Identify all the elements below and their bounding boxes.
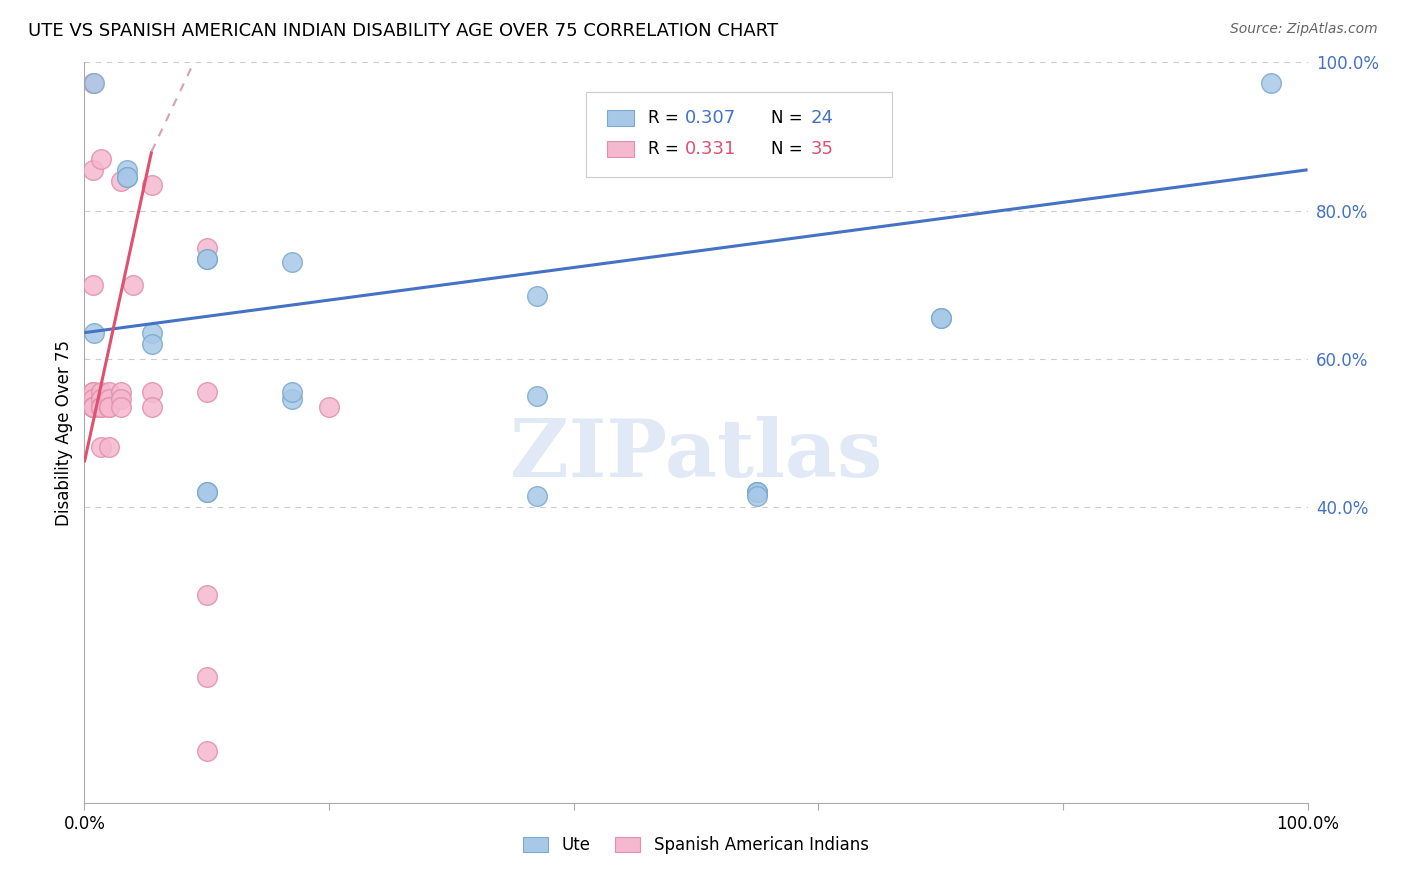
Point bbox=[281, 392, 304, 407]
Point bbox=[747, 484, 769, 499]
Point bbox=[90, 400, 112, 414]
Point bbox=[97, 392, 120, 407]
Point bbox=[110, 384, 132, 399]
Text: R =: R = bbox=[648, 140, 685, 158]
Text: 35: 35 bbox=[811, 140, 834, 158]
Legend: Ute, Spanish American Indians: Ute, Spanish American Indians bbox=[516, 830, 876, 861]
FancyBboxPatch shape bbox=[606, 110, 634, 126]
Point bbox=[90, 152, 112, 166]
Point bbox=[141, 326, 163, 340]
FancyBboxPatch shape bbox=[606, 141, 634, 157]
Point bbox=[526, 489, 548, 503]
Point bbox=[195, 670, 218, 684]
Point bbox=[141, 384, 163, 399]
Point bbox=[195, 252, 218, 266]
Point bbox=[110, 174, 132, 188]
Point bbox=[90, 392, 112, 407]
Point bbox=[195, 744, 218, 758]
Point bbox=[195, 252, 218, 266]
Point bbox=[526, 388, 548, 402]
Point bbox=[110, 392, 132, 407]
Text: N =: N = bbox=[770, 109, 807, 127]
Point bbox=[929, 310, 952, 325]
Point bbox=[747, 484, 769, 499]
Point bbox=[97, 400, 120, 414]
Point bbox=[122, 277, 145, 292]
FancyBboxPatch shape bbox=[586, 92, 891, 178]
Point bbox=[195, 384, 218, 399]
Point bbox=[195, 484, 218, 499]
Point bbox=[195, 484, 218, 499]
Point bbox=[82, 400, 104, 414]
Point bbox=[82, 400, 104, 414]
Text: UTE VS SPANISH AMERICAN INDIAN DISABILITY AGE OVER 75 CORRELATION CHART: UTE VS SPANISH AMERICAN INDIAN DISABILIT… bbox=[28, 22, 779, 40]
Point bbox=[82, 392, 104, 407]
Point bbox=[747, 489, 769, 503]
Text: R =: R = bbox=[648, 109, 685, 127]
Point bbox=[141, 336, 163, 351]
Text: 0.331: 0.331 bbox=[685, 140, 737, 158]
Point bbox=[97, 384, 120, 399]
Text: Source: ZipAtlas.com: Source: ZipAtlas.com bbox=[1230, 22, 1378, 37]
Point bbox=[90, 400, 112, 414]
Point bbox=[82, 384, 104, 399]
Point bbox=[115, 162, 138, 177]
Point bbox=[115, 170, 138, 185]
Point bbox=[83, 76, 105, 90]
Point bbox=[281, 384, 304, 399]
Point bbox=[195, 589, 218, 603]
Point bbox=[141, 178, 163, 192]
Point bbox=[82, 400, 104, 414]
Point bbox=[281, 255, 304, 269]
Point bbox=[195, 240, 218, 255]
Point bbox=[318, 400, 340, 414]
Point bbox=[83, 326, 105, 340]
Point bbox=[97, 400, 120, 414]
Point bbox=[90, 441, 112, 455]
Point bbox=[97, 441, 120, 455]
Point bbox=[90, 384, 112, 399]
Text: 24: 24 bbox=[811, 109, 834, 127]
Point bbox=[747, 484, 769, 499]
Point bbox=[929, 310, 952, 325]
Point bbox=[1260, 76, 1282, 90]
Point bbox=[90, 400, 112, 414]
Text: 0.307: 0.307 bbox=[685, 109, 737, 127]
Point bbox=[526, 288, 548, 302]
Point bbox=[82, 384, 104, 399]
Text: N =: N = bbox=[770, 140, 807, 158]
Point bbox=[141, 400, 163, 414]
Point bbox=[82, 76, 104, 90]
Point bbox=[115, 170, 138, 185]
Point bbox=[82, 162, 104, 177]
Text: ZIPatlas: ZIPatlas bbox=[510, 416, 882, 494]
Y-axis label: Disability Age Over 75: Disability Age Over 75 bbox=[55, 340, 73, 525]
Point bbox=[110, 400, 132, 414]
Point bbox=[82, 277, 104, 292]
